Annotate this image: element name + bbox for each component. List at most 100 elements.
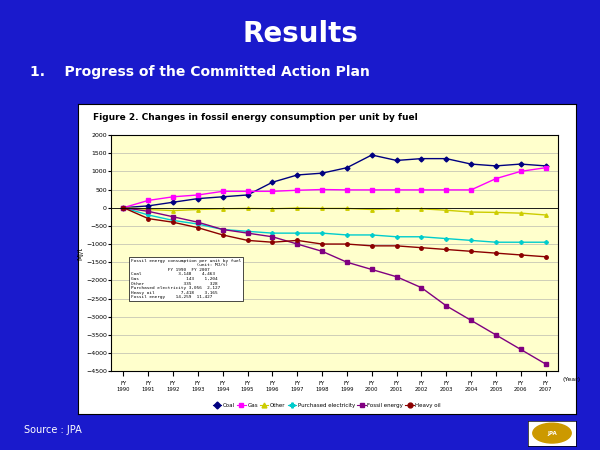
Text: Fossil energy consumption per unit by fuel
                         (unit: MJ/t): Fossil energy consumption per unit by fu… xyxy=(131,259,241,299)
Coal xyxy=(169,199,176,205)
Gas xyxy=(269,189,276,194)
Line: Heavy oil: Heavy oil xyxy=(122,206,547,258)
Gas xyxy=(244,189,251,194)
Purchased electricity xyxy=(368,232,376,238)
Purchased electricity xyxy=(343,232,350,238)
Coal xyxy=(145,203,152,209)
Heavy oil xyxy=(319,241,326,247)
Fossil energy xyxy=(343,260,350,265)
Heavy oil xyxy=(393,243,400,248)
Coal xyxy=(368,152,376,158)
Fossil energy xyxy=(194,220,202,225)
Purchased electricity xyxy=(418,234,425,239)
Coal xyxy=(517,162,524,167)
Heavy oil xyxy=(120,205,127,211)
Gas xyxy=(219,189,226,194)
Line: Coal: Coal xyxy=(122,153,547,209)
Purchased electricity xyxy=(219,227,226,232)
Fossil energy xyxy=(269,234,276,239)
Gas xyxy=(293,188,301,193)
Purchased electricity xyxy=(169,218,176,223)
Purchased electricity xyxy=(467,238,475,243)
Other xyxy=(467,209,475,215)
Purchased electricity xyxy=(319,230,326,236)
Purchased electricity xyxy=(293,230,301,236)
Coal xyxy=(120,205,127,211)
Gas xyxy=(418,187,425,193)
Coal xyxy=(293,172,301,178)
Other xyxy=(269,206,276,211)
Text: Source : JPA: Source : JPA xyxy=(24,425,82,435)
Other xyxy=(493,210,500,215)
Heavy oil xyxy=(368,243,376,248)
Text: 1.    Progress of the Committed Action Plan: 1. Progress of the Committed Action Plan xyxy=(30,65,370,79)
Line: Purchased electricity: Purchased electricity xyxy=(122,206,547,244)
Coal xyxy=(443,156,450,162)
Coal xyxy=(393,158,400,163)
Coal xyxy=(219,194,226,199)
Other xyxy=(368,207,376,212)
Coal xyxy=(269,180,276,185)
Fossil energy xyxy=(493,332,500,338)
Purchased electricity xyxy=(493,239,500,245)
Fossil energy xyxy=(517,347,524,352)
Heavy oil xyxy=(219,232,226,238)
Heavy oil xyxy=(343,241,350,247)
Gas xyxy=(443,187,450,193)
Other xyxy=(219,206,226,211)
Gas xyxy=(368,187,376,193)
Other xyxy=(542,212,549,218)
Heavy oil xyxy=(194,225,202,230)
Other xyxy=(293,205,301,211)
Heavy oil xyxy=(269,239,276,245)
Other xyxy=(319,206,326,211)
Heavy oil xyxy=(467,248,475,254)
Purchased electricity xyxy=(269,230,276,236)
Purchased electricity xyxy=(393,234,400,239)
Circle shape xyxy=(533,423,571,443)
Coal xyxy=(343,165,350,171)
Text: (Year): (Year) xyxy=(563,377,581,382)
Gas xyxy=(319,187,326,192)
Other xyxy=(343,206,350,211)
Purchased electricity xyxy=(145,212,152,218)
Other xyxy=(517,211,524,216)
Fossil energy xyxy=(368,267,376,272)
Line: Gas: Gas xyxy=(122,166,547,209)
Coal xyxy=(319,171,326,176)
Gas xyxy=(169,194,176,199)
Other xyxy=(145,207,152,212)
Heavy oil xyxy=(169,220,176,225)
Other xyxy=(393,206,400,211)
Fossil energy xyxy=(244,230,251,236)
Gas xyxy=(120,205,127,211)
Purchased electricity xyxy=(517,239,524,245)
Heavy oil xyxy=(418,245,425,250)
Purchased electricity xyxy=(120,205,127,211)
Heavy oil xyxy=(443,247,450,252)
Line: Fossil energy: Fossil energy xyxy=(122,206,547,366)
Purchased electricity xyxy=(443,236,450,241)
Coal xyxy=(493,163,500,169)
Heavy oil xyxy=(517,252,524,258)
Purchased electricity xyxy=(194,221,202,227)
Coal xyxy=(467,162,475,167)
Other xyxy=(169,208,176,213)
Other xyxy=(418,206,425,211)
Fossil energy xyxy=(542,361,549,367)
Gas xyxy=(343,187,350,193)
Line: Other: Other xyxy=(122,206,547,217)
Gas xyxy=(542,165,549,171)
Heavy oil xyxy=(293,238,301,243)
Text: Figure 2. Changes in fossil energy consumption per unit by fuel: Figure 2. Changes in fossil energy consu… xyxy=(93,113,418,122)
Gas xyxy=(467,187,475,193)
Text: Results: Results xyxy=(242,20,358,48)
Purchased electricity xyxy=(542,239,549,245)
Fossil energy xyxy=(219,227,226,232)
Fossil energy xyxy=(418,285,425,290)
Heavy oil xyxy=(244,238,251,243)
Heavy oil xyxy=(145,216,152,221)
Y-axis label: MJ/t: MJ/t xyxy=(77,247,83,260)
Fossil energy xyxy=(145,209,152,214)
Fossil energy xyxy=(169,214,176,220)
